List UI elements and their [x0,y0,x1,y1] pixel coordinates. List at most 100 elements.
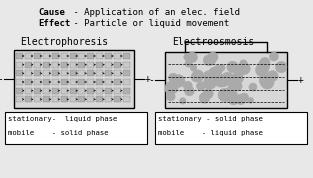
Bar [34,79,41,85]
Circle shape [185,60,192,67]
Bar [61,70,68,76]
Circle shape [180,98,186,104]
Bar [79,96,85,102]
Bar [52,88,59,94]
Bar [43,96,50,102]
Text: Effect: Effect [38,19,70,28]
Bar [5,112,147,144]
Bar [87,88,95,94]
Circle shape [267,71,278,82]
Circle shape [240,60,247,67]
Bar [105,79,112,85]
Bar [43,53,50,59]
Circle shape [203,88,213,99]
Bar [114,70,121,76]
Bar [105,62,112,68]
Circle shape [235,75,244,83]
Text: Electroosmosis: Electroosmosis [172,37,254,47]
Text: Electrophoresis: Electrophoresis [20,37,108,47]
Circle shape [235,82,242,88]
Circle shape [259,74,272,87]
Bar [155,112,307,144]
Bar [87,79,95,85]
Bar [79,53,85,59]
Circle shape [227,61,239,73]
Circle shape [249,83,257,91]
Bar [52,79,59,85]
Text: mobile    - solid phase: mobile - solid phase [8,130,109,136]
Bar [25,62,32,68]
Bar [79,62,85,68]
Circle shape [196,82,205,90]
Bar [16,62,23,68]
Bar [114,62,121,68]
Bar [52,70,59,76]
Bar [34,88,41,94]
Circle shape [234,69,244,79]
Circle shape [214,74,227,87]
Bar [96,96,103,102]
Bar [52,53,59,59]
Bar [14,50,134,108]
Bar [69,53,77,59]
Bar [69,70,77,76]
Bar [43,88,50,94]
Circle shape [260,57,270,67]
Circle shape [219,77,228,87]
Bar [96,62,103,68]
Circle shape [203,55,214,66]
Bar [34,96,41,102]
Circle shape [260,75,274,89]
Bar [165,52,287,108]
Bar [43,79,50,85]
Bar [69,88,77,94]
Circle shape [166,92,175,101]
Circle shape [169,73,178,82]
Circle shape [192,70,204,82]
Bar [123,96,130,102]
Text: -: - [0,74,3,84]
Bar [123,53,130,59]
Bar [16,79,23,85]
Bar [105,88,112,94]
Circle shape [165,85,174,94]
Bar [105,70,112,76]
Bar [114,88,121,94]
Text: - Application of an elec. field: - Application of an elec. field [68,8,240,17]
Bar [34,70,41,76]
Bar [123,62,130,68]
Circle shape [275,61,287,73]
Circle shape [240,93,249,102]
Circle shape [233,82,242,91]
Bar [105,53,112,59]
Text: +: + [298,75,304,85]
Bar [25,88,32,94]
Bar [43,70,50,76]
Circle shape [172,75,185,87]
Bar [79,70,85,76]
Circle shape [227,78,236,87]
Text: +: + [145,74,151,84]
Circle shape [218,88,232,102]
Bar [43,62,50,68]
Bar [16,53,23,59]
Circle shape [203,77,216,89]
Bar [123,88,130,94]
Bar [87,62,95,68]
Circle shape [190,65,197,71]
Circle shape [184,53,191,61]
Bar [96,88,103,94]
Text: Cause: Cause [38,8,65,17]
Bar [52,62,59,68]
Text: -: - [148,75,154,85]
Circle shape [255,64,268,77]
Bar [25,96,32,102]
Circle shape [228,85,235,92]
Text: stationary-  liquid phase: stationary- liquid phase [8,116,117,122]
Bar [87,70,95,76]
Bar [105,96,112,102]
Bar [69,62,77,68]
Circle shape [183,81,192,90]
Circle shape [213,65,223,75]
Circle shape [208,67,221,80]
